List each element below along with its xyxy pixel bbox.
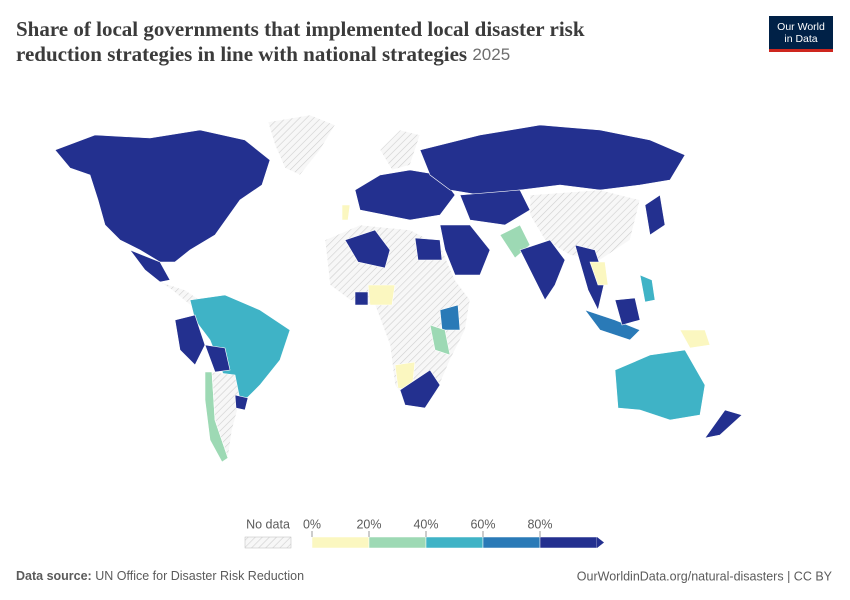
- country: [174, 314, 206, 366]
- source-label: Data source:: [16, 569, 92, 583]
- country: [189, 294, 291, 401]
- legend-bin: [425, 536, 484, 549]
- country: [129, 249, 171, 283]
- country: [354, 169, 456, 221]
- country: [429, 324, 451, 356]
- country: [614, 297, 641, 326]
- country: [354, 291, 369, 306]
- country: [54, 129, 271, 263]
- legend-bin: [539, 536, 598, 549]
- country: [234, 394, 249, 411]
- legend-label: 20%: [356, 517, 381, 531]
- country: [367, 284, 396, 306]
- country: [584, 309, 641, 341]
- legend-no-data: [244, 536, 292, 549]
- title: reduction strategies in line with nation…: [16, 42, 510, 66]
- country: [679, 329, 711, 349]
- legend-bin: [311, 536, 370, 549]
- logo-underline: [769, 49, 833, 52]
- country: [344, 229, 391, 269]
- country: [211, 371, 241, 459]
- legend-arrow: [597, 537, 604, 548]
- year: 2025: [472, 45, 510, 64]
- country: [267, 114, 336, 176]
- legend-label: 0%: [303, 517, 321, 531]
- title: Share of local governments that implemen…: [16, 17, 585, 41]
- logo-text[interactable]: Our World: [777, 21, 825, 33]
- url[interactable]: OurWorldinData.org/natural-disasters | C…: [577, 569, 833, 583]
- country: [639, 274, 656, 303]
- legend-bin: [482, 536, 541, 549]
- country: [414, 237, 443, 261]
- country: [439, 224, 491, 276]
- legend-label: 60%: [470, 517, 495, 531]
- country: [204, 344, 231, 373]
- legend-label: No data: [246, 517, 290, 531]
- legend-label: 80%: [527, 517, 552, 531]
- country: [439, 304, 461, 331]
- country: [614, 349, 706, 421]
- country: [341, 204, 351, 221]
- country: [519, 239, 566, 301]
- country: [379, 129, 421, 171]
- source: Data source: UN Office for Disaster Risk…: [16, 569, 304, 583]
- country: [589, 261, 609, 286]
- title-line: reduction strategies in line with nation…: [16, 42, 467, 66]
- country: [459, 189, 531, 226]
- legend: No data 0% 20% 40% 60% 80%: [244, 517, 604, 549]
- legend-label: 40%: [413, 517, 438, 531]
- map: [54, 114, 743, 463]
- country: [704, 409, 743, 439]
- logo-text[interactable]: in Data: [784, 33, 817, 45]
- logo-box[interactable]: [769, 16, 833, 52]
- country: [574, 244, 606, 311]
- country: [399, 369, 441, 409]
- country: [419, 124, 686, 196]
- legend-bin: [368, 536, 427, 549]
- source-text: UN Office for Disaster Risk Reduction: [95, 569, 304, 583]
- country: [529, 189, 641, 261]
- country: [644, 194, 666, 236]
- logo[interactable]: Our World in Data: [769, 16, 833, 52]
